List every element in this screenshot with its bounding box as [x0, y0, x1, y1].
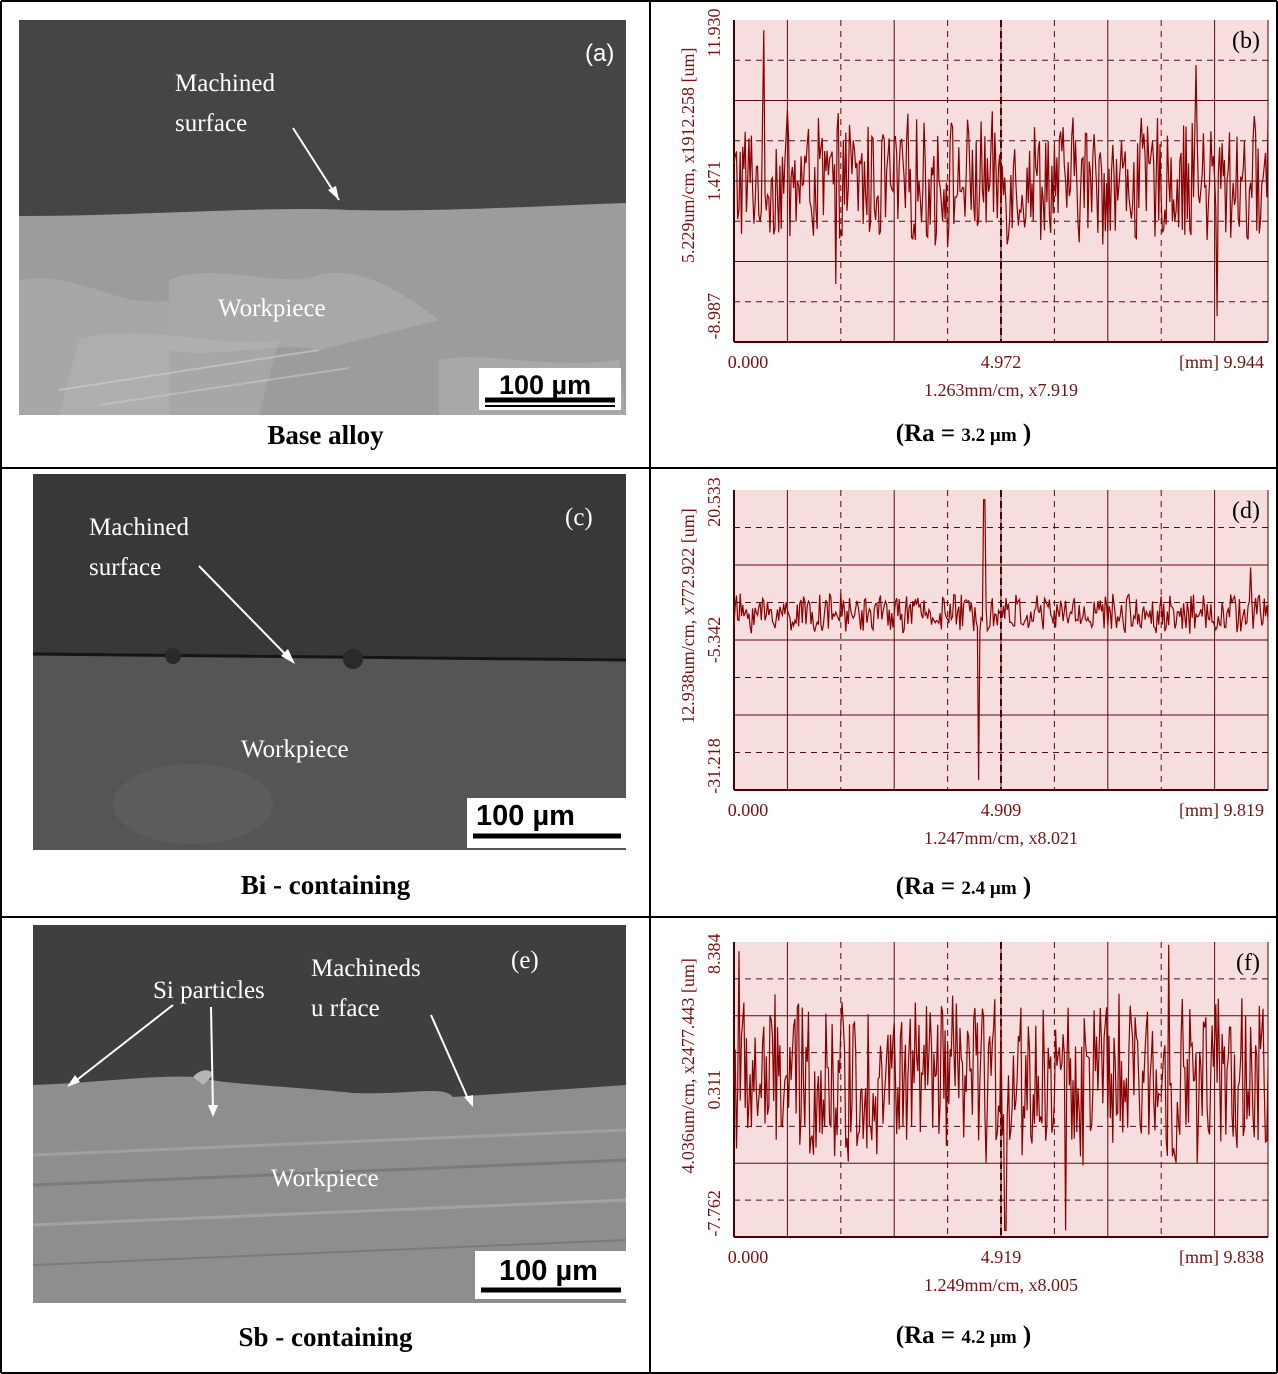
- annotation-si-particles: Si particles: [153, 977, 265, 1004]
- ra-value: 3.2 µm: [961, 425, 1017, 446]
- annotation-workpiece: Workpiece: [241, 736, 349, 763]
- x-axis-label: 1.263mm/cm, x7.919: [924, 380, 1078, 400]
- y-tick-label: -7.762: [704, 1190, 724, 1237]
- y-tick-label: -31.218: [704, 738, 724, 794]
- roughness-profile-b: (b) 11.930 1.471 -8.987 5.229um/cm, x1912.25…: [652, 8, 1276, 420]
- roughness-profile-f: (f) 8.384 0.311 -7.762 4.036um/cm, x2477.443…: [652, 930, 1276, 1315]
- x-tick-label: 4.919: [981, 1247, 1022, 1267]
- arrow-machined-surface: [292, 127, 340, 201]
- panel-label: (f): [1236, 950, 1260, 976]
- y-axis-label: 12.938um/cm, x772.922 [um]: [678, 508, 698, 723]
- panel-label: (d): [1232, 498, 1260, 524]
- arrow-si-particle-1: [72, 1004, 174, 1084]
- panel-label-a: (a): [585, 40, 615, 67]
- y-tick-label: 11.930: [704, 8, 724, 57]
- caption-ra-b: (Ra = 3.2 µm ): [895, 420, 1032, 447]
- arrow-machined-surface: [198, 565, 290, 659]
- profile-trace: [733, 30, 1269, 317]
- y-tick-label: -5.342: [704, 617, 724, 664]
- caption-ra-f: (Ra = 4.2 µm ): [895, 1322, 1032, 1349]
- y-tick-label: 20.533: [704, 477, 724, 527]
- annotation-workpiece: Workpiece: [271, 1165, 379, 1192]
- y-axis-label: 4.036um/cm, x2477.443 [um]: [678, 958, 698, 1173]
- x-tick-label: [mm] 9.838: [1179, 1247, 1264, 1267]
- caption-ra-d: (Ra = 2.4 µm ): [895, 873, 1032, 900]
- profile-trace: [733, 499, 1269, 781]
- ra-value: 4.2 µm: [961, 1327, 1017, 1348]
- y-tick-label: -8.987: [704, 293, 724, 340]
- panel-label-e: (e): [511, 947, 539, 974]
- x-tick-label: [mm] 9.944: [1179, 352, 1264, 372]
- y-tick-label: 0.311: [704, 1070, 724, 1110]
- scale-bar-label: 100 µm: [499, 1255, 598, 1287]
- roughness-profile-d: (d) 20.533 -5.342 -31.218 12.938um/cm, x772.…: [652, 477, 1276, 868]
- x-axis-label: 1.249mm/cm, x8.005: [924, 1275, 1078, 1295]
- annotation-workpiece: Workpiece: [218, 295, 326, 322]
- scale-bar-label: 100 µm: [476, 800, 575, 832]
- caption-bi-containing: Bi - containing: [240, 870, 411, 900]
- annotation-machined-surface: Machined surface: [175, 70, 275, 137]
- arrow-machined-surface: [430, 1014, 470, 1102]
- caption-sb-containing: Sb - containing: [238, 1322, 413, 1352]
- x-tick-label: 4.972: [981, 352, 1022, 372]
- scale-bar-label: 100 µm: [499, 370, 592, 400]
- sem-image-bi-containing: (c) Machined surface Workpiece 100 µm: [33, 474, 626, 850]
- profile-trace: [733, 944, 1269, 1231]
- y-tick-label: 1.471: [704, 161, 724, 202]
- annotation-machined-surface: Machinedsu rface: [311, 955, 421, 1022]
- arrow-si-particle-2: [210, 1006, 214, 1112]
- x-tick-label: 0.000: [728, 1247, 769, 1267]
- x-tick-label: 0.000: [728, 352, 769, 372]
- panel-label: (b): [1232, 28, 1260, 54]
- ra-value: 2.4 µm: [961, 878, 1017, 899]
- x-axis-label: 1.247mm/cm, x8.021: [924, 828, 1078, 848]
- y-axis-label: 5.229um/cm, x1912.258 [um]: [678, 47, 698, 262]
- sem-image-base-alloy: (a) Machined surface Workpiece 100 µm: [19, 20, 626, 415]
- annotation-machined-surface: Machined surface: [89, 514, 189, 581]
- caption-base-alloy: Base alloy: [267, 420, 384, 450]
- x-tick-label: [mm] 9.819: [1179, 800, 1264, 820]
- y-tick-label: 8.384: [704, 934, 724, 975]
- panel-label-c: (c): [565, 504, 593, 531]
- x-tick-label: 0.000: [728, 800, 769, 820]
- sem-image-sb-containing: (e) Machinedsu rface Si particles Workpi…: [33, 925, 626, 1303]
- x-tick-label: 4.909: [981, 800, 1022, 820]
